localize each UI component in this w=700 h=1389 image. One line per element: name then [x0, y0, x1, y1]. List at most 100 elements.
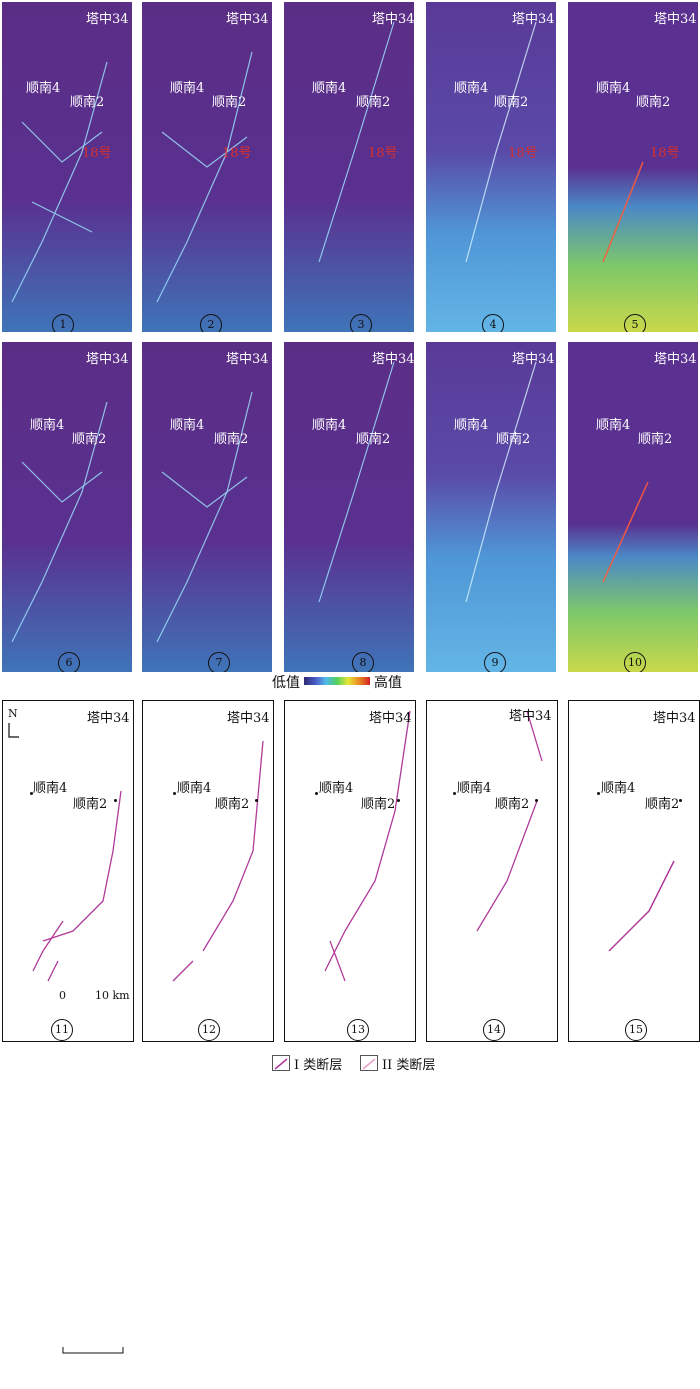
fault-traces: [318, 21, 395, 263]
well-label-tazhong34: 塔中34: [653, 711, 696, 726]
well-label-shunnan2: 顺南2: [73, 797, 108, 812]
attribute-map-6: 塔中34 顺南4 顺南2 6: [2, 342, 132, 672]
well-dot-shunnan4: [315, 792, 318, 795]
well-label-tazhong34: 塔中34: [654, 12, 697, 27]
well-label-shunnan2: 顺南2: [495, 797, 530, 812]
panel-number: 2: [200, 314, 222, 332]
well-label-shunnan2: 顺南2: [215, 797, 250, 812]
well-dot-shunnan4: [453, 792, 456, 795]
attribute-map-4: 塔中34 顺南4 顺南2 18号 4: [426, 2, 556, 332]
fault-traces: [465, 361, 537, 603]
well-label-shunnan4: 顺南4: [312, 418, 347, 433]
panel-number: 6: [58, 652, 80, 672]
well-label-tazhong34: 塔中34: [226, 352, 269, 367]
scale-bar: [62, 1347, 124, 1354]
well-label-shunnan2: 顺南2: [494, 95, 529, 110]
panel-number: 13: [347, 1019, 369, 1041]
scale-bar-start-label: 0: [59, 989, 66, 1002]
attribute-map-8: 塔中34 顺南4 顺南2 8: [284, 342, 414, 672]
fault-label-18: 18号: [368, 146, 398, 161]
well-label-tazhong34: 塔中34: [512, 12, 555, 27]
fault-label-18: 18号: [82, 146, 112, 161]
well-label-shunnan2: 顺南2: [72, 432, 107, 447]
fault-traces: [156, 51, 253, 303]
well-label-shunnan4: 顺南4: [170, 418, 205, 433]
panel-number: 11: [51, 1019, 73, 1041]
legend-swatch-class1: [272, 1055, 290, 1071]
well-label-shunnan4: 顺南4: [457, 781, 492, 796]
colorbar-low-label: 低值: [272, 675, 300, 691]
well-label-tazhong34: 塔中34: [372, 12, 414, 27]
well-dot-shunnan2: [255, 799, 258, 802]
panel-number: 5: [624, 314, 646, 332]
scale-bar-end-label: 10 km: [95, 989, 130, 1002]
well-label-tazhong34: 塔中34: [369, 711, 412, 726]
well-dot-shunnan4: [597, 792, 600, 795]
attribute-map-10: 塔中34 顺南4 顺南2 10: [568, 342, 698, 672]
well-label-shunnan4: 顺南4: [30, 418, 65, 433]
fault-traces: [156, 391, 253, 643]
well-label-shunnan2: 顺南2: [645, 797, 680, 812]
panel-number: 3: [350, 314, 372, 332]
fault-map-15: 塔中34 顺南4 顺南2 15: [568, 700, 700, 1042]
fault-traces: [324, 710, 411, 982]
north-arrow: [8, 723, 122, 982]
well-label-shunnan2: 顺南2: [356, 432, 391, 447]
panel-number: 4: [482, 314, 504, 332]
attribute-map-1: 塔中34 顺南4 顺南2 18号 1: [2, 2, 132, 332]
legend-swatch-class2: [360, 1055, 378, 1071]
fault-label-18: 18号: [222, 146, 252, 161]
attribute-map-7: 塔中34 顺南4 顺南2 7: [142, 342, 272, 672]
well-label-tazhong34: 塔中34: [654, 352, 697, 367]
fault-map-13: 塔中34 顺南4 顺南2 13: [284, 700, 416, 1042]
panel-number: 8: [352, 652, 374, 672]
panel-number: 9: [484, 652, 506, 672]
fault-traces: [11, 61, 108, 303]
well-label-shunnan4: 顺南4: [601, 781, 636, 796]
well-label-shunnan2: 顺南2: [214, 432, 249, 447]
well-label-shunnan4: 顺南4: [33, 781, 68, 796]
attribute-map-5: 塔中34 顺南4 顺南2 18号 5: [568, 2, 698, 332]
well-label-tazhong34: 塔中34: [509, 709, 552, 724]
well-label-shunnan2: 顺南2: [70, 95, 105, 110]
well-label-shunnan4: 顺南4: [312, 81, 347, 96]
fault-traces: [465, 21, 537, 263]
legend-class2-label: II 类断层: [382, 1058, 436, 1073]
panel-number: 12: [198, 1019, 220, 1041]
colorbar-high-label: 高值: [374, 675, 402, 691]
attribute-map-9: 塔中34 顺南4 顺南2 9: [426, 342, 556, 672]
fault-traces: [11, 401, 108, 643]
north-arrow-label: N: [8, 707, 18, 720]
well-label-shunnan4: 顺南4: [26, 81, 61, 96]
panel-number: 1: [52, 314, 74, 332]
well-label-shunnan2: 顺南2: [638, 432, 673, 447]
well-label-shunnan2: 顺南2: [356, 95, 391, 110]
fault-traces: [602, 161, 644, 263]
fault-traces: [476, 710, 543, 932]
well-label-shunnan4: 顺南4: [596, 81, 631, 96]
well-label-shunnan4: 顺南4: [454, 81, 489, 96]
well-label-tazhong34: 塔中34: [87, 711, 130, 726]
well-label-shunnan2: 顺南2: [361, 797, 396, 812]
attribute-map-3: 塔中34 顺南4 顺南2 18号 3: [284, 2, 414, 332]
well-label-shunnan2: 顺南2: [496, 432, 531, 447]
well-dot-shunnan4: [30, 792, 33, 795]
fault-traces: [608, 860, 675, 952]
well-label-shunnan4: 顺南4: [319, 781, 354, 796]
fault-label-18: 18号: [650, 146, 680, 161]
well-dot-shunnan2: [535, 799, 538, 802]
fault-traces: [318, 361, 395, 603]
attribute-map-2: 塔中34 顺南4 顺南2 18号 2: [142, 2, 272, 332]
well-label-tazhong34: 塔中34: [372, 352, 414, 367]
colorbar: [304, 677, 370, 685]
well-dot-shunnan4: [173, 792, 176, 795]
well-label-tazhong34: 塔中34: [227, 711, 270, 726]
well-label-shunnan2: 顺南2: [636, 95, 671, 110]
panel-number: 10: [624, 652, 646, 672]
well-dot-shunnan2: [397, 799, 400, 802]
fault-label-18: 18号: [508, 146, 538, 161]
well-label-shunnan4: 顺南4: [177, 781, 212, 796]
well-label-tazhong34: 塔中34: [512, 352, 555, 367]
well-label-shunnan4: 顺南4: [454, 418, 489, 433]
fault-traces: [602, 481, 649, 583]
